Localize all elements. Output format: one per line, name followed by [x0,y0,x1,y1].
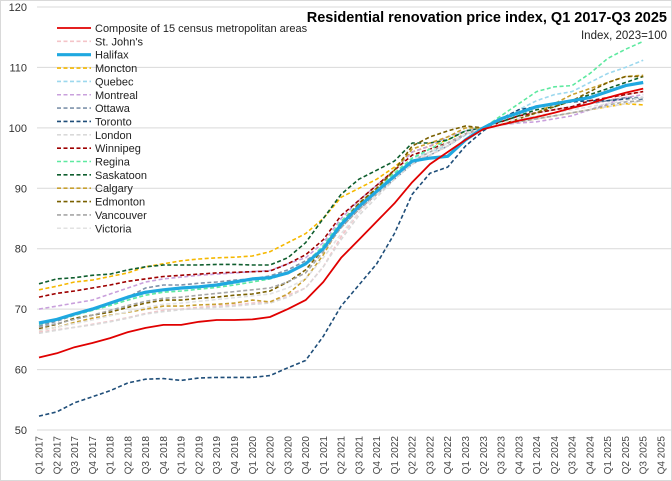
legend-label: Ottawa [95,103,131,115]
legend: Composite of 15 census metropolitan area… [57,23,308,235]
series-line-st-john-s [38,90,644,333]
y-tick-label: 80 [15,244,27,256]
series-line-vancouver [38,99,644,329]
x-tick-label: Q1 2019 [177,436,188,475]
x-tick-label: Q1 2021 [319,436,330,475]
x-tick-label: Q3 2018 [141,436,152,475]
legend-label: Saskatoon [95,170,147,182]
x-tick-label: Q3 2017 [70,436,81,475]
x-tick-label: Q2 2019 [194,436,205,475]
gridlines [37,6,672,431]
x-tick-label: Q1 2023 [461,436,472,475]
x-tick-label: Q3 2024 [568,436,579,475]
legend-label: Halifax [95,50,129,62]
y-tick-label: 110 [9,62,27,74]
x-tick-label: Q4 2024 [585,436,596,475]
y-tick-label: 50 [15,425,27,437]
x-tick-label: Q1 2025 [603,436,614,475]
series-line-winnipeg [38,90,644,298]
x-tick-label: Q4 2017 [88,436,99,475]
y-axis-ticks: 50 60 70 80 90 100 110 120 [9,2,27,437]
x-tick-label: Q3 2021 [354,436,365,475]
y-tick-label: 60 [15,365,27,377]
x-tick-label: Q2 2024 [550,436,561,475]
series-line-composite-of-15-census-metropolitan-areas [38,87,644,359]
legend-label: Quebec [95,76,134,88]
x-tick-label: Q3 2025 [639,436,650,475]
chart-subtitle: Index, 2023=100 [581,30,667,42]
x-tick-label: Q1 2024 [532,436,543,475]
x-tick-label: Q4 2018 [159,436,170,475]
x-tick-label: Q4 2019 [230,436,241,475]
x-tick-label: Q3 2023 [497,436,508,475]
x-tick-label: Q4 2025 [657,436,668,475]
x-tick-label: Q2 2020 [266,436,277,475]
legend-label: Vancouver [95,210,147,222]
x-tick-label: Q1 2020 [248,436,259,475]
series-line-regina [38,40,644,326]
x-tick-label: Q4 2020 [301,436,312,475]
legend-label: St. John's [95,36,143,48]
legend-label: London [95,130,132,142]
x-tick-label: Q3 2022 [425,436,436,475]
x-tick-label: Q3 2019 [212,436,223,475]
legend-label: Composite of 15 census metropolitan area… [95,23,308,35]
x-tick-label: Q2 2025 [621,436,632,475]
x-tick-label: Q4 2022 [443,436,454,475]
x-tick-label: Q4 2023 [514,436,525,475]
legend-label: Toronto [95,116,132,128]
legend-label: Winnipeg [95,143,141,155]
chart-title: Residential renovation price index, Q1 2… [307,10,667,26]
x-tick-label: Q2 2017 [52,436,63,475]
series-line-halifax [38,80,644,325]
series-lines [38,40,644,417]
x-tick-label: Q2 2021 [337,436,348,475]
x-tick-label: Q1 2018 [106,436,117,475]
x-tick-label: Q2 2023 [479,436,490,475]
x-tick-label: Q4 2021 [372,436,383,475]
legend-label: Edmonton [95,197,145,209]
legend-label: Calgary [95,183,133,195]
x-tick-label: Q3 2020 [283,436,294,475]
x-tick-label: Q1 2022 [390,436,401,475]
series-line-montreal [38,93,644,310]
y-tick-label: 70 [15,304,27,316]
x-axis-ticks: Q1 2017 Q2 2017 Q3 2017 Q4 2017 Q1 2018 Q2 20… [35,436,668,475]
legend-label: Moncton [95,63,137,75]
series-line-ottawa [38,96,644,327]
legend-label: Victoria [95,223,132,235]
x-tick-label: Q1 2017 [35,436,46,475]
legend-label: Montreal [95,90,138,102]
y-tick-label: 100 [9,123,27,135]
x-tick-label: Q2 2022 [408,436,419,475]
series-line-london [38,99,644,335]
y-tick-label: 90 [15,183,27,195]
y-tick-label: 120 [9,2,27,14]
legend-label: Regina [95,157,131,169]
x-tick-label: Q2 2018 [123,436,134,475]
series-line-saskatoon [38,75,644,285]
